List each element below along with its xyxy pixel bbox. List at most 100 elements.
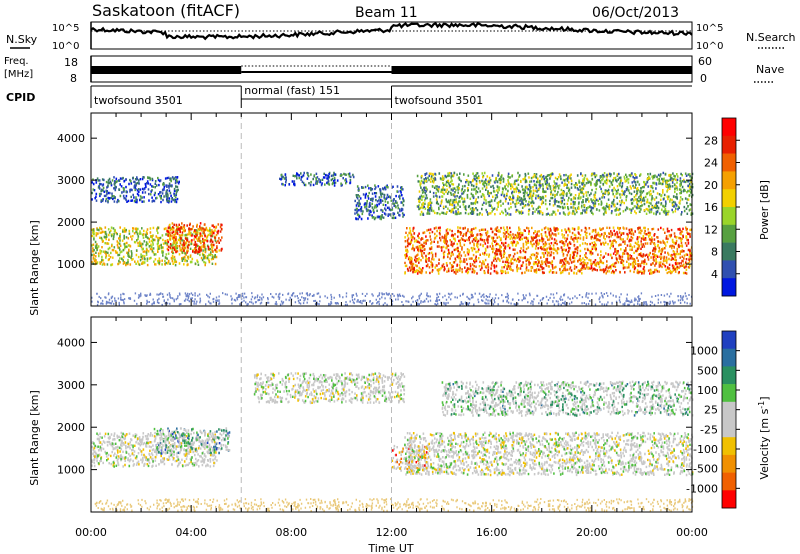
colorbar-swatch <box>722 331 736 349</box>
ytick-label: 3000 <box>57 379 85 392</box>
echo-region <box>354 184 405 221</box>
colorbar-swatch <box>722 242 736 261</box>
colorbar-swatch <box>722 472 736 491</box>
colorbar-swatch <box>722 260 736 279</box>
colorbar-tick-label: 1000 <box>690 345 718 358</box>
freq-tick-bottom: 8 <box>70 72 77 85</box>
echo-cells <box>404 226 693 275</box>
colorbar-tick-label: 25 <box>704 404 718 417</box>
date-label: 06/Oct/2013 <box>592 5 679 21</box>
echo-cells <box>418 171 693 216</box>
echo-cells <box>93 432 217 467</box>
xtick-label: 04:00 <box>175 526 207 539</box>
power-colorbar-label: Power [dB] <box>758 180 771 240</box>
echo-cells <box>280 172 351 187</box>
colorbar-tick-label: -25 <box>700 423 718 436</box>
freq-tick-top: 18 <box>64 56 78 69</box>
velocity-colorbar: 1000 500 100 25 -25 -100 -500 -1000 <box>686 330 740 509</box>
echo-region <box>153 427 231 455</box>
ytick-label: 4000 <box>57 132 85 145</box>
ground-scatter <box>94 498 694 512</box>
colorbar-swatch <box>722 224 736 243</box>
ytick-label: 1000 <box>57 258 85 271</box>
colorbar-swatch <box>722 278 736 297</box>
colorbar-tick-label: 24 <box>704 157 718 170</box>
colorbar-swatch <box>722 419 736 438</box>
velocity-ylabel: Slant Range [km] <box>28 390 41 486</box>
cpid-segment-label: twofsound 3501 <box>94 94 183 107</box>
echo-cells <box>355 186 405 221</box>
ytick-label: 3000 <box>57 174 85 187</box>
colorbar-swatch <box>722 490 736 509</box>
velocity-colorbar-label-sup: -1 <box>757 401 766 409</box>
cpid-label: CPID <box>6 91 35 104</box>
colorbar-tick-label: 500 <box>697 364 718 377</box>
echo-cells <box>416 171 694 216</box>
nave-tick-top: 60 <box>698 55 712 68</box>
echo-region <box>279 171 355 187</box>
echo-region <box>416 171 694 217</box>
echo-region <box>166 222 223 254</box>
colorbar-tick-label: -1000 <box>686 482 718 495</box>
nsearch-tick-bottom: 10^0 <box>696 41 723 52</box>
colorbar-swatch <box>722 348 736 367</box>
velocity-colorbar-label: Velocity [m s-1] <box>757 396 772 479</box>
echo-region <box>253 372 406 405</box>
xtick-label: 20:00 <box>576 526 608 539</box>
echo-cells <box>279 171 355 187</box>
ytick-label: 1000 <box>57 464 85 477</box>
colorbar-tick-label: 28 <box>704 134 718 147</box>
colorbar-swatch <box>722 437 736 456</box>
echo-cells <box>441 380 694 417</box>
echo-cells <box>404 431 694 476</box>
echo-region <box>91 226 218 267</box>
colorbar-swatch <box>722 207 736 226</box>
colorbar-tick-label: -500 <box>693 463 718 476</box>
freq-trace <box>90 56 692 82</box>
beam-label: Beam 11 <box>355 5 418 21</box>
echo-region <box>441 380 694 417</box>
colorbar-swatch <box>722 384 736 403</box>
colorbar-swatch <box>722 366 736 385</box>
freq-unit: [MHz] <box>4 69 33 80</box>
ytick-label: 4000 <box>57 336 85 349</box>
freq-band-a <box>91 66 242 74</box>
nsky-line <box>90 22 693 41</box>
echo-region <box>91 176 180 204</box>
cpid-row: twofsound 3501 normal (fast) 151 twofsound… <box>90 84 692 108</box>
nsearch-label: N.Search <box>746 31 796 44</box>
nsky-tick-bottom: 10^0 <box>52 41 79 52</box>
freq-label: Freq. <box>4 56 29 67</box>
colorbar-swatch <box>722 118 736 137</box>
xtick-label: 12:00 <box>376 526 408 539</box>
colorbar-tick-label: 8 <box>711 246 718 259</box>
power-ylabel: Slant Range [km] <box>28 220 41 316</box>
xtick-label: 08:00 <box>275 526 307 539</box>
colorbar-frame <box>721 330 737 509</box>
echo-cells <box>408 431 694 477</box>
echo-cells <box>417 171 690 216</box>
echo-cells <box>91 176 179 203</box>
nave-tick-bottom: 0 <box>700 72 707 85</box>
colorbar-swatch <box>722 401 736 420</box>
cpid-segment-label: normal (fast) 151 <box>244 84 340 97</box>
time-axis-label: Time UT <box>367 542 413 554</box>
velocity-colorbar-label-main: Velocity [m s <box>758 408 771 479</box>
echo-cells <box>166 222 223 254</box>
nsearch-tick-top: 10^5 <box>696 23 723 34</box>
power-colorbar: 4 8 12 16 20 24 28 <box>704 117 740 297</box>
xtick-label: 00:00 <box>676 526 708 539</box>
ytick-label: 2000 <box>57 216 85 229</box>
echo-cells <box>445 380 691 417</box>
colorbar-tick-label: 12 <box>704 223 718 236</box>
colorbar-tick-label: 4 <box>711 268 718 281</box>
power-panel: 1000 2000 3000 4000 <box>57 112 694 307</box>
echo-cells <box>168 222 223 253</box>
echo-cells <box>167 223 223 254</box>
colorbar-tick-label: -100 <box>693 443 718 456</box>
echo-region <box>404 226 693 275</box>
colorbar-swatch <box>722 135 736 154</box>
velocity-panel: 1000 2000 3000 4000 00:00 04:00 08:00 12:00 16:0… <box>57 316 708 539</box>
colorbar-swatch <box>722 153 736 172</box>
